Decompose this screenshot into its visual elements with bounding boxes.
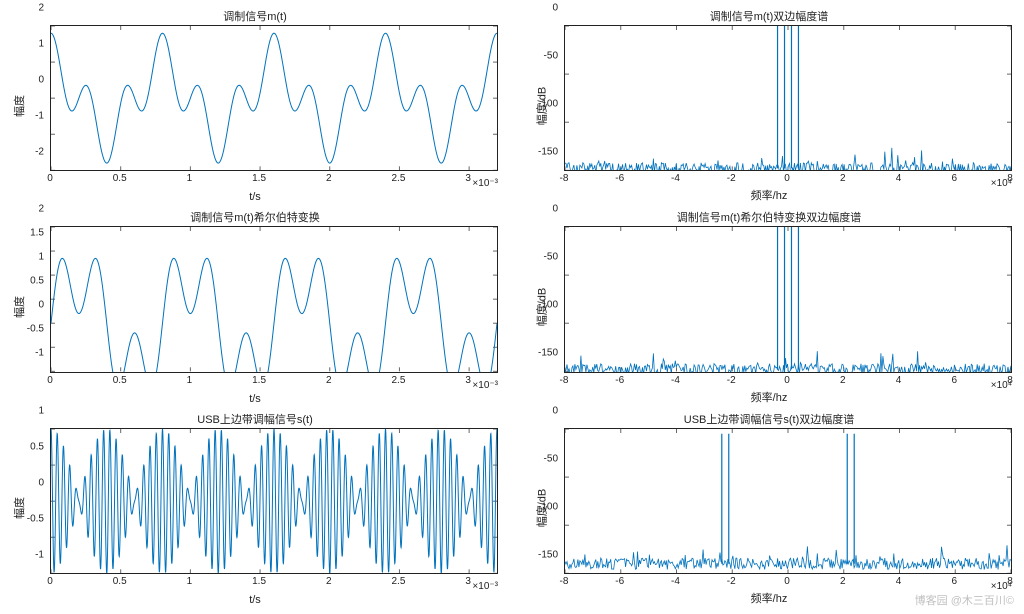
x-tick-labels: -8-6-4-202468 xyxy=(564,576,1012,590)
subplot-p12: 调制信号m(t)双边幅度谱幅度/dB频率/hz×10⁴-150-100-500-… xyxy=(522,8,1016,203)
y-tick-labels: -1-0.500.51 xyxy=(8,411,48,574)
signal-trace xyxy=(51,33,497,163)
plot-area xyxy=(50,226,498,372)
noise-floor xyxy=(565,545,1011,569)
noise-floor xyxy=(565,352,1011,372)
y-tick-labels: -150-100-500 xyxy=(522,411,562,574)
x-tick-labels: -8-6-4-202468 xyxy=(564,173,1012,187)
chart-title: USB上边带调幅信号s(t)双边幅度谱 xyxy=(522,411,1016,427)
subplot-p32: USB上边带调幅信号s(t)双边幅度谱幅度/dB频率/hz×10⁴-150-10… xyxy=(522,411,1016,606)
subplot-p11: 调制信号m(t)幅度t/s×10⁻³-2-101200.511.522.53 xyxy=(8,8,502,203)
x-axis-label: 频率/hz xyxy=(751,590,788,606)
x-tick-labels: 00.511.522.53 xyxy=(50,173,498,187)
y-tick-labels: -150-100-500 xyxy=(522,8,562,171)
plot-area xyxy=(50,25,498,171)
y-tick-labels: -150-100-500 xyxy=(522,209,562,372)
x-axis-label: 频率/hz xyxy=(751,187,788,203)
x-tick-labels: 00.511.522.53 xyxy=(50,375,498,389)
x-tick-labels: 00.511.522.53 xyxy=(50,576,498,590)
chart-title: USB上边带调幅信号s(t) xyxy=(8,411,502,427)
plot-area xyxy=(564,25,1012,171)
chart-title: 调制信号m(t)希尔伯特变换双边幅度谱 xyxy=(522,209,1016,225)
signal-trace xyxy=(51,429,497,573)
chart-title: 调制信号m(t)双边幅度谱 xyxy=(522,8,1016,24)
subplot-grid: 调制信号m(t)幅度t/s×10⁻³-2-101200.511.522.53调制… xyxy=(8,8,1016,606)
chart-title: 调制信号m(t)希尔伯特变换 xyxy=(8,209,502,225)
subplot-p22: 调制信号m(t)希尔伯特变换双边幅度谱幅度/dB频率/hz×10⁴-150-10… xyxy=(522,209,1016,404)
y-tick-labels: -1-0.500.511.52 xyxy=(8,209,48,372)
plot-area xyxy=(50,428,498,574)
plot-area xyxy=(564,226,1012,372)
x-axis-label: 频率/hz xyxy=(751,389,788,405)
subplot-p31: USB上边带调幅信号s(t)幅度t/s×10⁻³-1-0.500.5100.51… xyxy=(8,411,502,606)
signal-trace xyxy=(51,259,497,372)
chart-title: 调制信号m(t) xyxy=(8,8,502,24)
x-tick-labels: -8-6-4-202468 xyxy=(564,375,1012,389)
subplot-p21: 调制信号m(t)希尔伯特变换幅度t/s×10⁻³-1-0.500.511.520… xyxy=(8,209,502,404)
x-axis-label: t/s xyxy=(249,393,261,405)
plot-area xyxy=(564,428,1012,574)
x-axis-label: t/s xyxy=(249,191,261,203)
y-tick-labels: -2-1012 xyxy=(8,8,48,171)
x-axis-label: t/s xyxy=(249,594,261,606)
noise-floor xyxy=(565,148,1011,171)
